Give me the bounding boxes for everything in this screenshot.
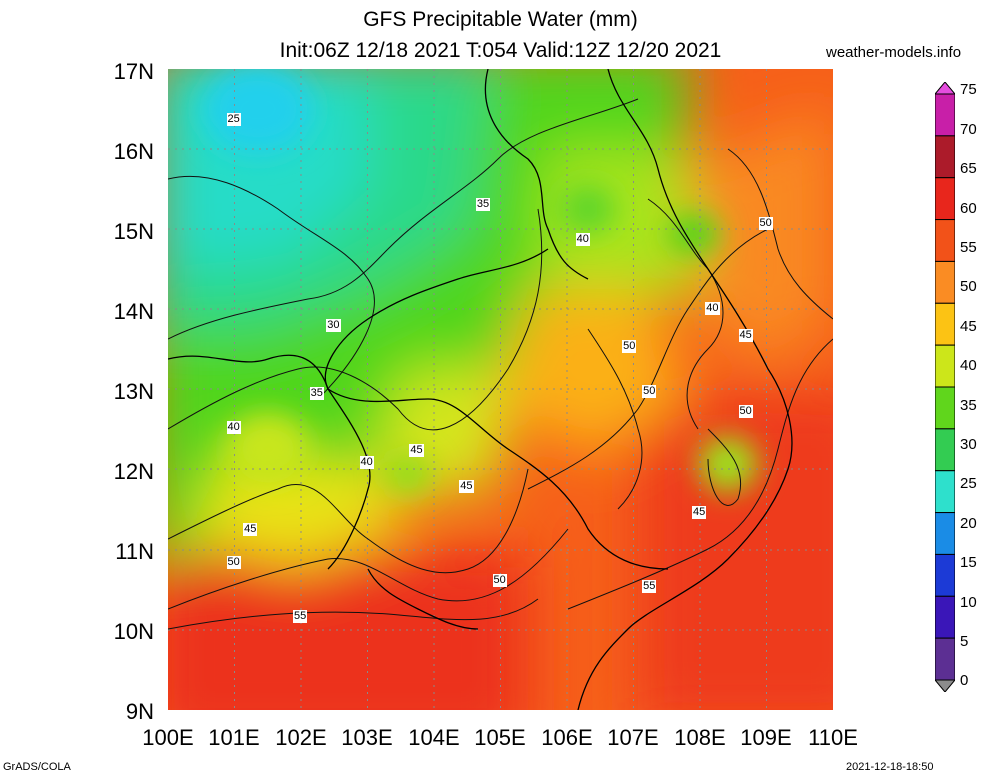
contour-label: 50: [642, 384, 657, 398]
colorbar-swatch: [935, 93, 955, 137]
lon-tick-104e: 104E: [408, 725, 460, 750]
contour-label: 55: [293, 610, 308, 624]
colorbar-label: 15: [960, 554, 977, 571]
colorbar-label: 20: [960, 515, 977, 532]
colorbar-swatch: [935, 595, 955, 639]
colorbar-swatch: [935, 470, 955, 514]
lat-tick-9n: 9N: [125, 699, 154, 724]
lon-tick-107e: 107E: [607, 725, 659, 750]
colorbar-label: 25: [960, 475, 977, 492]
lon-tick-110e: 110E: [808, 725, 858, 750]
contour-label: 40: [705, 302, 720, 316]
contour-label: 40: [226, 420, 241, 434]
chart-subtitle: Init:06Z 12/18 2021 T:054 Valid:12Z 12/2…: [279, 39, 722, 62]
colorbar-label: 5: [960, 633, 969, 650]
contour-label: 35: [309, 386, 324, 400]
contour-label: 40: [359, 456, 374, 470]
lat-tick-12n: 12N: [113, 459, 154, 484]
lon-tick-108e: 108E: [674, 725, 726, 750]
lon-tick-103e: 103E: [341, 725, 393, 750]
lat-tick-10n: 10N: [113, 619, 154, 644]
contour-label: 25: [226, 113, 241, 127]
field-detail: [203, 69, 758, 492]
lat-tick-15n: 15N: [113, 219, 154, 244]
contour-label: 45: [692, 505, 707, 519]
colorbar-label: 40: [960, 357, 977, 374]
colorbar-label: 65: [960, 160, 977, 177]
contour-label: 45: [243, 522, 258, 536]
colorbar-swatch: [935, 386, 955, 430]
map-canvas: [168, 69, 833, 710]
lon-tick-101e: 101E: [208, 725, 260, 750]
contour-label: 35: [475, 198, 491, 212]
colorbar-swatch: [935, 177, 955, 221]
contour-label: 50: [738, 404, 753, 418]
chart-title: GFS Precipitable Water (mm): [363, 8, 638, 31]
lon-tick-109e: 109E: [740, 725, 792, 750]
lat-tick-17n: 17N: [113, 59, 154, 84]
lon-tick-105e: 105E: [474, 725, 526, 750]
colorbar-label: 30: [960, 436, 977, 453]
lon-tick-100e: 100E: [142, 725, 194, 750]
colorbar-label: 55: [960, 239, 977, 256]
colorbar-swatch: [935, 82, 955, 95]
contours: [168, 98, 833, 630]
contour-label: 45: [738, 328, 753, 342]
graticule: [168, 69, 833, 710]
contour-label: 50: [622, 340, 637, 354]
lat-tick-11n: 11N: [115, 539, 154, 564]
contour-label: 50: [226, 555, 241, 569]
colorbar-swatch: [935, 344, 955, 388]
footer-credit: GrADS/COLA: [3, 761, 71, 773]
colorbar-swatch: [935, 553, 955, 597]
lat-tick-16n: 16N: [113, 139, 154, 164]
contour-label: 30: [326, 319, 341, 333]
contour-label: 55: [642, 579, 657, 593]
colorbar-swatch: [935, 302, 955, 346]
colorbar-label: 35: [960, 397, 977, 414]
colorbar-swatch: [935, 637, 955, 681]
precipitable-water-map: [168, 69, 833, 710]
lon-tick-106e: 106E: [541, 725, 593, 750]
lon-tick-102e: 102E: [275, 725, 327, 750]
colorbar-label: 60: [960, 200, 977, 217]
colorbar-label: 75: [960, 81, 977, 98]
lat-tick-14n: 14N: [113, 299, 154, 324]
site-label: weather-models.info: [826, 44, 962, 61]
colorbar: [935, 82, 955, 692]
contour-label: 50: [758, 217, 773, 231]
contour-label: 40: [575, 232, 590, 246]
colorbar-swatch: [935, 428, 955, 472]
colorbar-label: 0: [960, 672, 969, 689]
colorbar-swatch: [935, 512, 955, 555]
colorbar-label: 10: [960, 594, 977, 611]
colorbar-label: 45: [960, 318, 977, 335]
contour-label: 45: [459, 480, 474, 494]
colorbar-swatch: [935, 260, 955, 304]
contour-label: 50: [492, 573, 507, 587]
borders: [168, 69, 793, 710]
lat-tick-13n: 13N: [113, 379, 154, 404]
contour-label: 45: [409, 444, 424, 458]
footer-timestamp: 2021-12-18-18:50: [846, 761, 934, 773]
colorbar-label: 50: [960, 278, 977, 295]
colorbar-swatch: [935, 135, 955, 179]
colorbar-swatch: [935, 219, 955, 262]
colorbar-label: 70: [960, 121, 977, 138]
colorbar-swatch: [935, 679, 955, 692]
